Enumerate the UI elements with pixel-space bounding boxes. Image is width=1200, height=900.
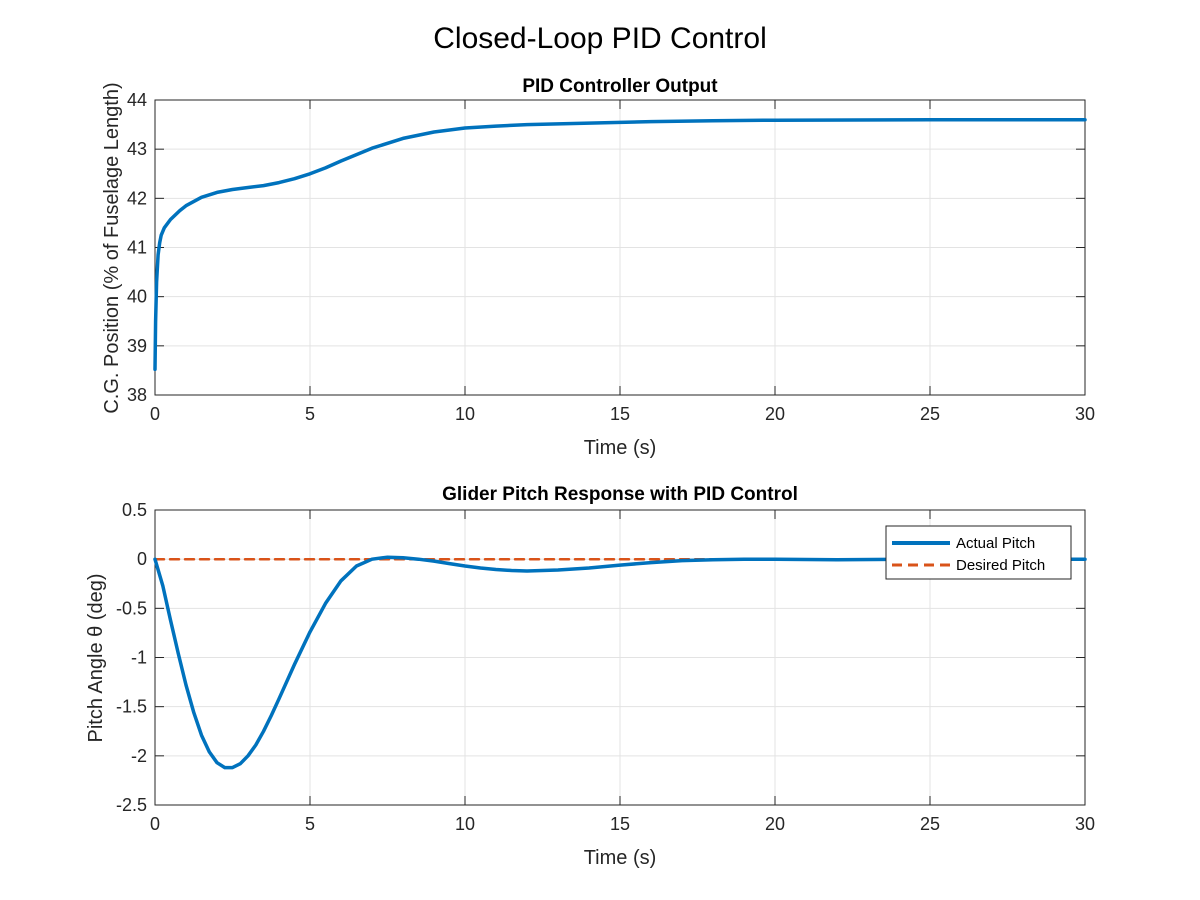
cg-series-line-0 [153, 117, 1087, 372]
cg-series [153, 117, 1087, 372]
cg-y-tick-label: 44 [127, 90, 147, 110]
cg-y-tick-label: 39 [127, 336, 147, 356]
pitch-x-tick-label: 20 [765, 814, 785, 834]
cg-y-tick-label: 38 [127, 385, 147, 405]
pitch-ticks: 0 5 10 15 20 25 30 -2.5 -2 -1.5 -1 -0.5 0 0.5 [116, 500, 1095, 834]
pitch-x-tick-label: 15 [610, 814, 630, 834]
figure-title: Closed-Loop PID Control [433, 22, 767, 55]
cg-x-tick-label: 0 [150, 404, 160, 424]
cg-y-tick-label: 40 [127, 287, 147, 307]
pitch-y-tick-label: -1.5 [116, 697, 147, 717]
cg-x-tick-label: 25 [920, 404, 940, 424]
cg-x-tick-label: 15 [610, 404, 630, 424]
pitch-y-tick-label: 0.5 [122, 500, 147, 520]
cg-position-subplot: 0 5 10 15 20 25 30 38 39 40 41 42 43 44 PID Controlle… [101, 76, 1095, 459]
pitch-x-tick-label: 5 [305, 814, 315, 834]
pitch-y-tick-label: 0 [137, 549, 147, 569]
cg-x-tick-label: 10 [455, 404, 475, 424]
pitch-y-axis-label: Pitch Angle θ (deg) [85, 574, 107, 743]
cg-y-axis-label: C.G. Position (% of Fuselage Length) [101, 82, 123, 413]
pitch-x-tick-label: 0 [150, 814, 160, 834]
pitch-series-line-actual-pitch [153, 555, 1087, 770]
pitch-y-tick-label: -1 [131, 648, 147, 668]
pitch-y-tick-label: -0.5 [116, 598, 147, 618]
cg-ticks: 0 5 10 15 20 25 30 38 39 40 41 42 43 44 [127, 90, 1095, 424]
pitch-x-tick-label: 25 [920, 814, 940, 834]
cg-y-tick-label: 43 [127, 139, 147, 159]
legend-box [885, 525, 1072, 580]
pitch-legend: Actual Pitch Desired Pitch [885, 525, 1072, 580]
cg-grid [155, 100, 1085, 395]
cg-y-tick-label: 42 [127, 188, 147, 208]
pitch-response-subplot: 0 5 10 15 20 25 30 -2.5 -2 -1.5 -1 -0.5 0 0.5 Glider … [85, 484, 1095, 869]
legend-actual-label: Actual Pitch [956, 535, 1035, 552]
pitch-x-tick-label: 30 [1075, 814, 1095, 834]
cg-x-axis-label: Time (s) [584, 437, 657, 459]
pitch-x-tick-label: 10 [455, 814, 475, 834]
cg-x-tick-label: 5 [305, 404, 315, 424]
pitch-y-tick-label: -2.5 [116, 795, 147, 815]
pitch-y-tick-label: -2 [131, 746, 147, 766]
pitch-x-axis-label: Time (s) [584, 847, 657, 869]
cg-x-tick-label: 30 [1075, 404, 1095, 424]
cg-x-tick-label: 20 [765, 404, 785, 424]
pitch-subplot-title: Glider Pitch Response with PID Control [442, 484, 798, 505]
legend-desired-label: Desired Pitch [956, 557, 1045, 574]
cg-subplot-title: PID Controller Output [522, 76, 718, 97]
cg-y-tick-label: 41 [127, 238, 147, 258]
